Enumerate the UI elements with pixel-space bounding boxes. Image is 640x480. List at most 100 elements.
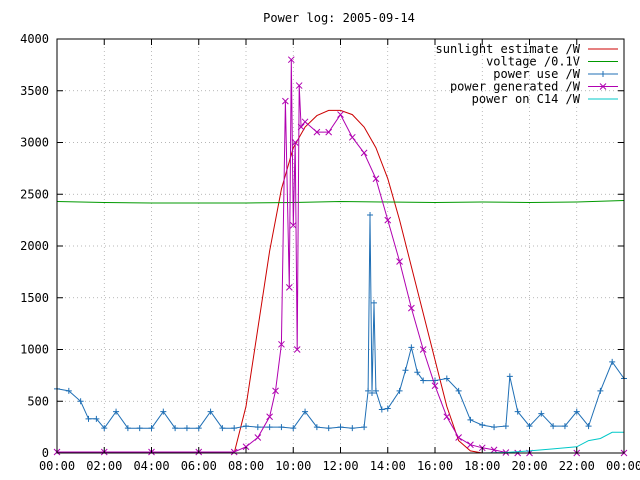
data-point [183, 425, 190, 432]
y-tick-label: 1500 [20, 291, 49, 305]
data-point [243, 423, 249, 430]
data-point [396, 258, 403, 265]
data-point [93, 415, 100, 422]
series-line [56, 214, 625, 430]
data-point [325, 128, 333, 136]
y-tick-label: 2500 [20, 187, 49, 201]
data-point [291, 139, 299, 146]
data-point [136, 425, 143, 432]
series-power-use-w [54, 211, 627, 432]
data-point [313, 128, 321, 136]
data-point [242, 443, 250, 451]
x-tick-label: 06:00 [181, 459, 217, 473]
data-point [113, 408, 120, 415]
data-point [148, 425, 155, 432]
y-tick-label: 3000 [20, 136, 49, 150]
data-point [396, 387, 403, 394]
data-point [443, 375, 450, 382]
data-point [538, 410, 545, 417]
legend-label: voltage /0.1V [486, 55, 580, 69]
data-point [490, 446, 498, 454]
data-point [282, 97, 289, 105]
legend-label: power use /W [493, 67, 580, 81]
data-point [278, 340, 285, 348]
series-sunlight-estimate-w [233, 109, 483, 454]
data-point [514, 408, 521, 415]
data-point [609, 358, 616, 365]
data-point [367, 211, 374, 218]
legend-marker [600, 71, 606, 77]
y-tick-label: 0 [42, 446, 49, 460]
data-point [348, 133, 356, 141]
data-point [325, 425, 332, 432]
legend-label: power on C14 /W [472, 92, 581, 106]
x-tick-label: 22:00 [559, 459, 595, 473]
data-point [408, 304, 415, 312]
data-point [272, 387, 279, 395]
data-point [297, 123, 305, 131]
series-line [57, 59, 624, 454]
data-point [266, 424, 273, 431]
axis-labels: 0 500 1000 1500 2000 2500 3000 3500 4000 00:00 02:… [20, 32, 640, 473]
x-tick-label: 12:00 [322, 459, 358, 473]
data-point [378, 406, 385, 413]
data-point [419, 346, 427, 353]
data-point [278, 424, 285, 431]
data-point [101, 425, 108, 432]
legend-label: power generated /W [450, 80, 581, 94]
data-point [384, 216, 392, 224]
grid-lines [57, 39, 624, 453]
series-line [233, 109, 483, 454]
data-point [573, 408, 580, 415]
x-tick-label: 14:00 [370, 459, 406, 473]
x-tick-label: 02:00 [86, 459, 122, 473]
data-point [479, 422, 486, 429]
data-point [443, 413, 451, 421]
data-point [384, 405, 391, 412]
data-point [293, 346, 301, 353]
x-tick-label: 18:00 [464, 459, 500, 473]
data-point [467, 441, 474, 449]
data-point [349, 425, 356, 432]
data-point [65, 387, 72, 394]
data-point [550, 423, 557, 430]
data-point [408, 344, 415, 351]
data-point [370, 299, 377, 306]
data-point [455, 387, 462, 394]
data-point [313, 424, 320, 431]
data-point [77, 398, 84, 405]
y-tick-label: 2000 [20, 239, 49, 253]
data-point [597, 387, 604, 394]
data-point [231, 425, 238, 432]
chart-title: Power log: 2005-09-14 [263, 11, 415, 25]
data-point [360, 149, 368, 157]
data-point [431, 382, 439, 390]
data-point [455, 434, 462, 441]
data-point [365, 387, 372, 394]
data-point [124, 425, 131, 432]
series-line [56, 200, 625, 204]
data-point [561, 423, 568, 430]
data-point [372, 175, 380, 183]
data-point [506, 373, 513, 380]
data-point [585, 423, 592, 430]
data-point [285, 284, 293, 291]
data-point [467, 416, 474, 423]
data-point [160, 408, 167, 415]
data-point [295, 82, 303, 89]
data-point [85, 415, 92, 422]
data-point [337, 424, 344, 431]
data-point [361, 424, 368, 431]
data-point [301, 118, 309, 126]
data-point [290, 425, 297, 432]
series-voltage-0-1v [56, 200, 625, 204]
data-point [172, 425, 179, 432]
data-point [230, 448, 238, 456]
data-point [254, 434, 262, 441]
data-point [337, 111, 344, 118]
data-point [372, 387, 379, 394]
data-point [526, 423, 533, 430]
data-point [302, 408, 309, 415]
